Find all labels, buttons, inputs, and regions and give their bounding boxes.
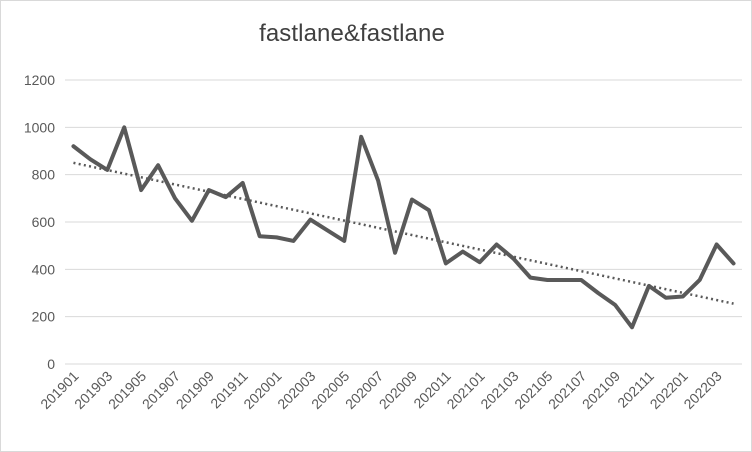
- gridlines: [65, 79, 742, 365]
- x-axis-labels: 2019012019032019052019072019092019112020…: [37, 368, 725, 412]
- series-layer: [71, 125, 736, 330]
- y-tick-label: 1200: [24, 72, 55, 88]
- x-tick-label: 202009: [376, 368, 420, 412]
- x-tick-label: 202203: [680, 368, 724, 412]
- trendline-layer: [73, 161, 734, 305]
- series-line-0: [71, 125, 736, 330]
- y-tick-label: 800: [32, 167, 56, 183]
- trendline: [73, 161, 734, 305]
- chart-title: fastlane&fastlane: [259, 20, 445, 47]
- x-tick-label: 201909: [173, 368, 217, 412]
- y-tick-label: 0: [47, 356, 55, 372]
- y-tick-label: 1000: [24, 119, 55, 135]
- y-tick-label: 200: [32, 309, 56, 325]
- y-tick-label: 600: [32, 214, 56, 230]
- y-tick-label: 400: [32, 261, 56, 277]
- y-axis-labels: 0 200 400 600 800 1000 1200: [24, 72, 55, 372]
- x-tick-label: 202109: [579, 368, 623, 412]
